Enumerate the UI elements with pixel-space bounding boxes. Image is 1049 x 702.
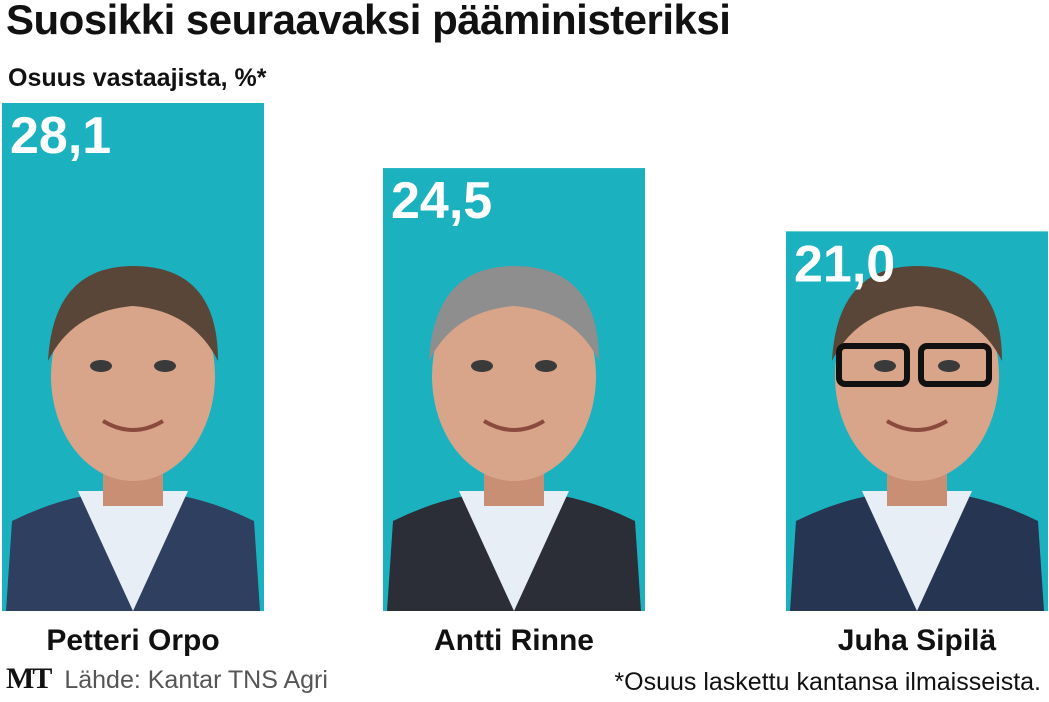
category-label: Antti Rinne — [434, 624, 594, 657]
bar-group: 28,1 Petteri Orpo — [2, 103, 264, 657]
source-line: MT Lähde: Kantar TNS Agri — [6, 662, 328, 696]
footnote: *Osuus laskettu kantansa ilmaisseista. — [614, 668, 1041, 696]
value-label: 28,1 — [10, 107, 111, 165]
source-text: Lähde: Kantar TNS Agri — [64, 666, 328, 694]
bar-group: 24,5 Antti Rinne — [383, 168, 645, 657]
value-label: 21,0 — [794, 235, 895, 293]
value-label: 24,5 — [391, 172, 492, 230]
category-label: Petteri Orpo — [46, 624, 219, 657]
chart-title: Suosikki seuraavaksi pääministeriksi — [6, 0, 731, 43]
category-label: Juha Sipilä — [838, 624, 997, 657]
portrait-photo — [6, 266, 260, 611]
portrait-photo — [790, 266, 1044, 611]
chart-subtitle: Osuus vastaajista, %* — [8, 64, 267, 92]
bar-group: 21,0 Juha Sipilä — [786, 231, 1048, 657]
mt-logo: MT — [6, 662, 52, 695]
portrait-photo — [387, 266, 641, 611]
